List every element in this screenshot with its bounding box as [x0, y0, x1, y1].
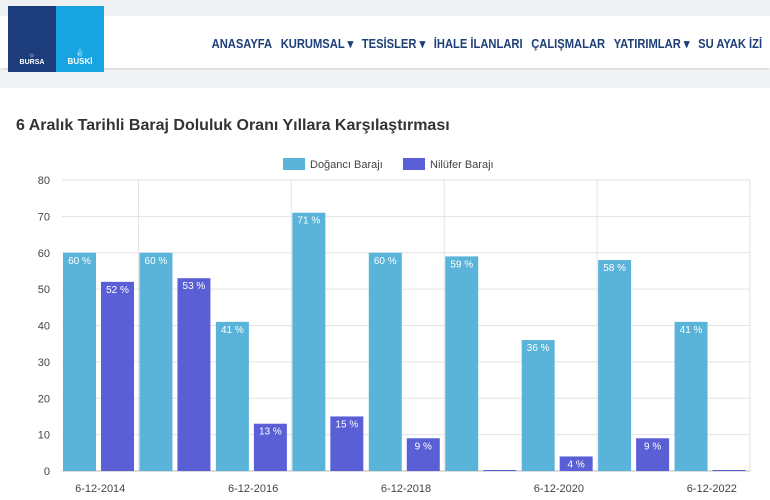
- logo[interactable]: ☼ BURSA 💧 BUSKİ: [8, 6, 104, 72]
- data-label: 41 %: [221, 325, 244, 336]
- data-label: 53 %: [183, 281, 206, 292]
- site-header: [0, 16, 770, 68]
- bar[interactable]: [406, 438, 440, 471]
- data-label: 60 %: [374, 256, 397, 267]
- legend-label[interactable]: Doğancı Barajı: [310, 159, 383, 171]
- bar[interactable]: [712, 470, 746, 471]
- bar[interactable]: [139, 252, 173, 471]
- bar[interactable]: [63, 252, 96, 471]
- bar[interactable]: [598, 260, 632, 471]
- y-tick-label: 80: [38, 175, 50, 187]
- x-tick-label: 6-12-2014: [75, 483, 125, 495]
- data-label: 9 %: [644, 441, 661, 452]
- x-tick-label: 6-12-2022: [687, 483, 737, 495]
- bar[interactable]: [368, 252, 402, 471]
- x-tick-label: 6-12-2016: [228, 483, 278, 495]
- bar[interactable]: [330, 416, 364, 471]
- bar[interactable]: [253, 423, 287, 471]
- bar[interactable]: [559, 456, 593, 471]
- y-tick-label: 0: [44, 466, 50, 478]
- nav-item[interactable]: TESİSLER ▾: [361, 36, 426, 51]
- data-label: 9 %: [415, 441, 432, 452]
- legend-swatch[interactable]: [403, 158, 425, 170]
- data-label: 52 %: [106, 285, 129, 296]
- x-tick-label: 6-12-2018: [381, 483, 431, 495]
- bursa-logo: ☼ BURSA: [8, 6, 56, 72]
- data-label: 58 %: [603, 263, 626, 274]
- data-label: 41 %: [680, 325, 703, 336]
- bar[interactable]: [521, 340, 555, 471]
- data-label: 36 %: [527, 343, 550, 354]
- data-label: 60 %: [145, 256, 168, 267]
- legend-swatch[interactable]: [283, 158, 305, 170]
- main-nav: ANASAYFA KURUMSAL ▾ TESİSLER ▾ İHALE İLANLA…: [212, 36, 762, 52]
- bar[interactable]: [636, 438, 670, 471]
- y-tick-label: 60: [38, 248, 50, 260]
- header-underband: [0, 70, 770, 88]
- y-tick-label: 40: [38, 321, 50, 333]
- y-tick-label: 10: [38, 430, 50, 442]
- data-label: 15 %: [335, 419, 358, 430]
- data-label: 71 %: [297, 216, 320, 227]
- nav-item[interactable]: ÇALIŞMALAR: [531, 36, 605, 51]
- y-tick-label: 70: [38, 211, 50, 223]
- bar[interactable]: [445, 256, 479, 471]
- chart-title: 6 Aralık Tarihli Baraj Doluluk Oranı Yıl…: [16, 117, 450, 134]
- data-label: 59 %: [450, 259, 473, 270]
- top-band: [0, 0, 770, 16]
- bar[interactable]: [483, 470, 517, 471]
- buski-logo: 💧 BUSKİ: [56, 6, 104, 72]
- nav-item[interactable]: SU AYAK İZİ: [697, 36, 762, 51]
- data-label: 4 %: [568, 459, 585, 470]
- y-tick-label: 30: [38, 357, 50, 369]
- data-label: 60 %: [68, 256, 91, 267]
- bar[interactable]: [101, 281, 134, 471]
- nav-item[interactable]: YATIRIMLAR ▾: [613, 36, 690, 51]
- bar[interactable]: [674, 321, 708, 471]
- x-tick-label: 6-12-2020: [534, 483, 584, 495]
- nav-item[interactable]: KURUMSAL ▾: [280, 36, 354, 51]
- bar[interactable]: [177, 278, 211, 471]
- legend-label[interactable]: Nilüfer Barajı: [430, 159, 494, 171]
- bar[interactable]: [292, 212, 326, 472]
- bar[interactable]: [215, 321, 249, 471]
- nav-item[interactable]: İHALE İLANLARI: [433, 36, 523, 51]
- data-label: 13 %: [259, 427, 282, 438]
- y-tick-label: 20: [38, 393, 50, 405]
- y-tick-label: 50: [38, 284, 50, 296]
- nav-item[interactable]: ANASAYFA: [211, 36, 272, 51]
